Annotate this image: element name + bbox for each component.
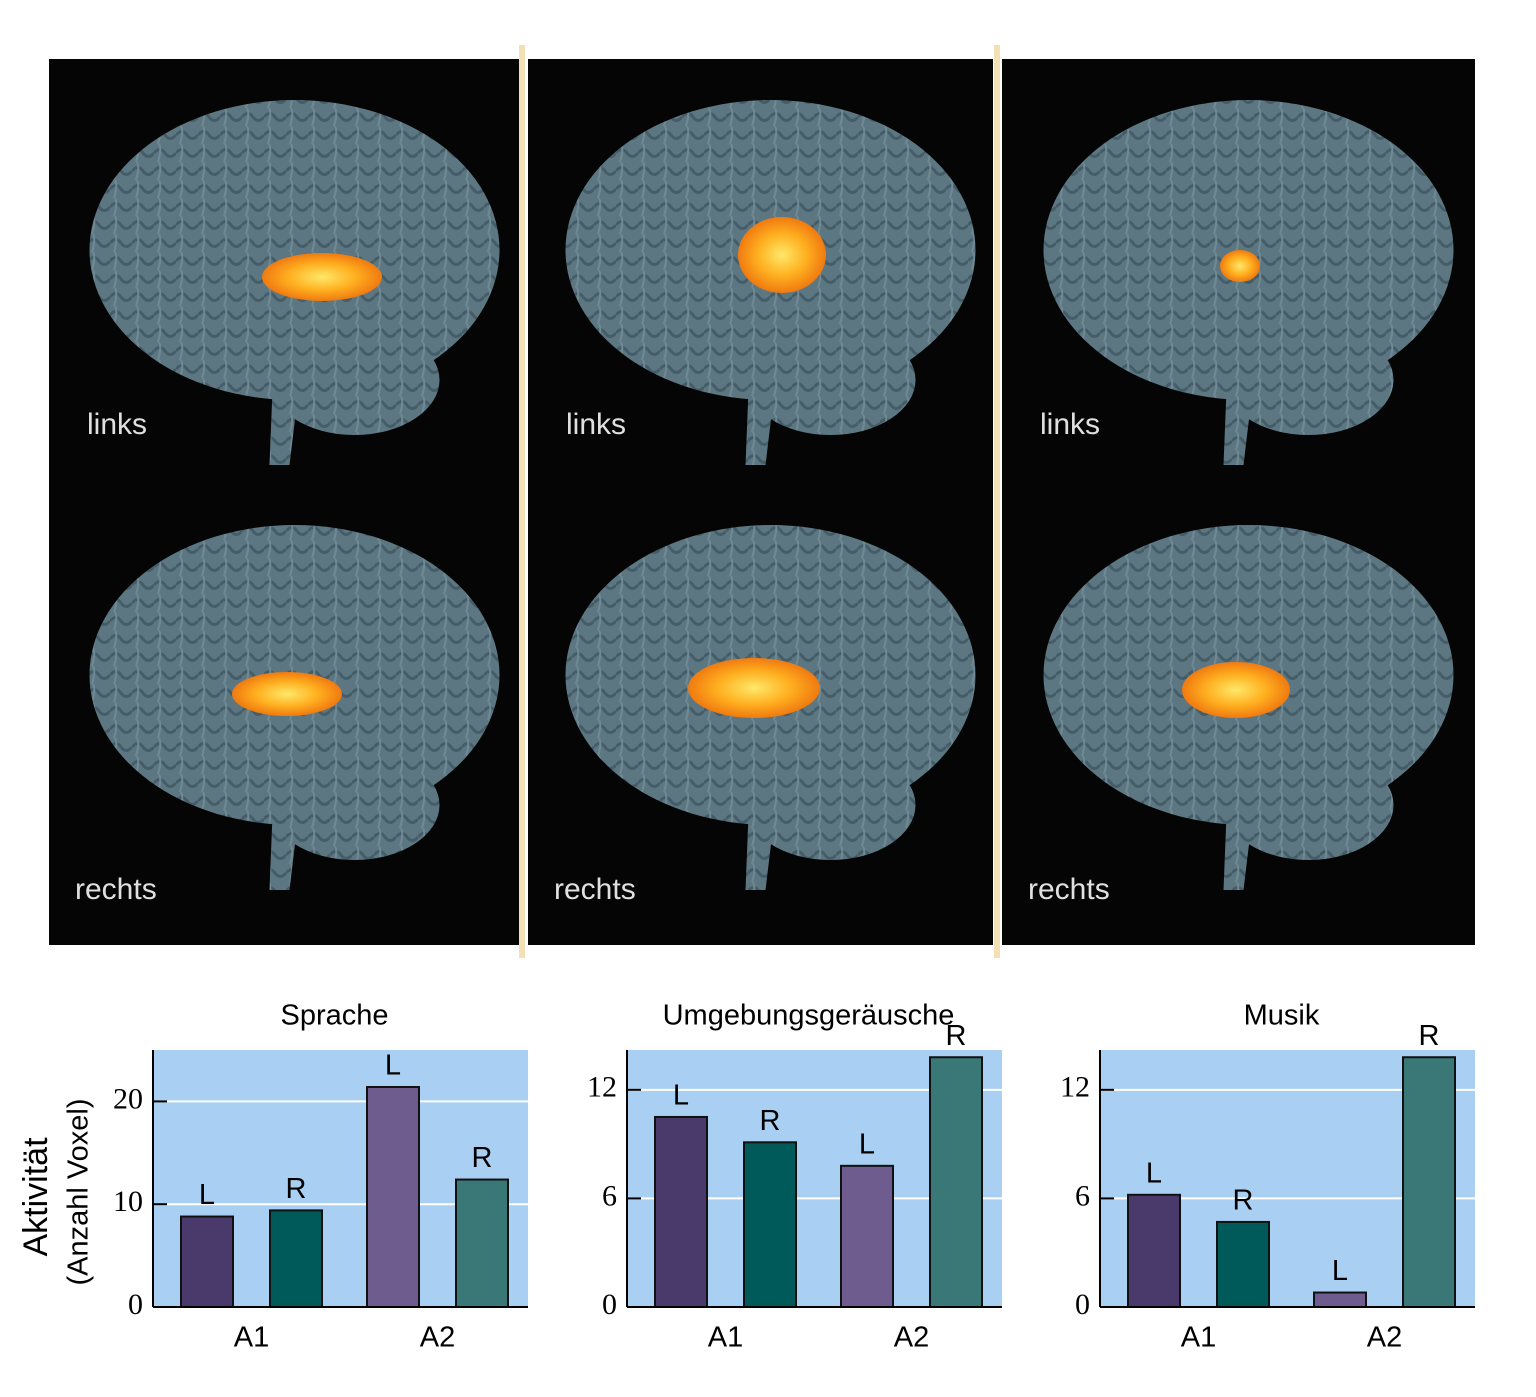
y-tick-label: 0 [602,1288,617,1321]
bar-label: R [286,1173,307,1205]
bar-label: L [199,1179,215,1211]
group-label: A2 [1367,1322,1402,1354]
bar-label: R [946,1020,967,1052]
bar [269,1209,323,1309]
y-tick-label: 10 [113,1185,143,1218]
cerebrum [1043,100,1454,400]
y-axis-label: Aktivität [17,1137,55,1257]
y-tick-label: 6 [1075,1179,1090,1212]
hemisphere-label: rechts [554,873,636,906]
bar-label: R [472,1142,493,1174]
brain-images: links rechts links rechts links rechts [49,45,1475,958]
bar [1402,1056,1456,1308]
chart-title: Umgebungsgeräusche [663,1000,955,1032]
hemisphere-label: links [1040,408,1100,441]
bar-label: R [1419,1020,1440,1052]
brain [565,525,976,890]
bar [1127,1193,1181,1308]
chart-title: Sprache [280,1000,388,1032]
y-axis-sublabel: (Anzahl Voxel) [63,1099,95,1286]
y-tick-label: 0 [1075,1288,1090,1321]
activation [232,672,342,716]
group-label: A1 [234,1322,269,1354]
bar-label: R [1233,1185,1254,1217]
activation [262,253,382,301]
bar-label: L [673,1080,689,1112]
bar-label: L [859,1128,875,1160]
group-label: A1 [708,1322,743,1354]
brain [565,100,976,465]
bar-label: L [1332,1255,1348,1287]
bar-charts: Sprache 0 10 20 L R L R A1 A2 Aktivität (Anzahl Vox… [17,1000,1475,1354]
bar [366,1086,420,1309]
hemisphere-label: links [566,408,626,441]
brain [1043,525,1454,890]
bar-label: L [385,1050,401,1082]
bar [180,1215,234,1309]
bar [929,1056,983,1308]
activation [1220,250,1260,282]
separator [994,45,1000,958]
hemisphere-label: rechts [75,873,157,906]
bar [743,1141,797,1309]
chart-title: Musik [1244,1000,1320,1032]
group-label: A2 [894,1322,929,1354]
group-label: A2 [420,1322,455,1354]
bar [840,1164,894,1308]
group-label: A1 [1181,1322,1216,1354]
y-tick-label: 6 [602,1179,617,1212]
y-tick-label: 0 [128,1288,143,1321]
bar-label: L [1146,1157,1162,1189]
y-tick-label: 12 [587,1071,617,1104]
hemisphere-label: rechts [1028,873,1110,906]
separator [519,45,525,958]
brain [89,100,500,465]
y-tick-label: 12 [1060,1071,1090,1104]
bar [654,1115,708,1309]
bar [1216,1220,1270,1309]
bar-label: R [760,1105,781,1137]
hemisphere-label: links [87,408,147,441]
brain [89,525,500,890]
activation [1182,662,1290,718]
activation [738,217,826,293]
bar [455,1178,509,1308]
activation [688,658,820,718]
brain [1043,100,1454,465]
y-tick-label: 20 [113,1082,143,1115]
bar [1313,1291,1367,1308]
cerebrum [89,100,500,400]
